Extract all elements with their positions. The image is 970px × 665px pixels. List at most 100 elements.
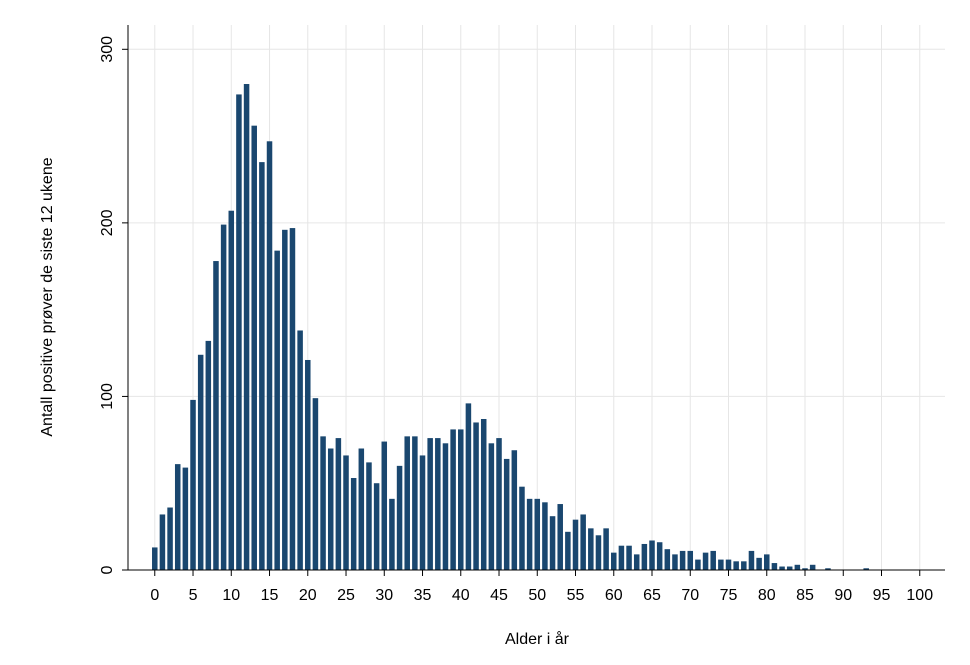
bar — [480, 418, 487, 570]
bar — [542, 502, 548, 570]
bar — [251, 125, 257, 570]
bar — [274, 250, 280, 570]
bar — [764, 554, 770, 570]
x-tick-label: 100 — [906, 587, 933, 604]
bar — [297, 330, 303, 570]
bar — [419, 455, 426, 570]
bar — [679, 550, 686, 570]
bar — [557, 504, 563, 570]
bar — [473, 422, 479, 570]
bar — [197, 354, 204, 570]
x-tick-label: 50 — [528, 587, 546, 604]
bar — [733, 561, 739, 570]
x-tick-label: 40 — [452, 587, 470, 604]
bar — [588, 528, 594, 570]
bar — [312, 398, 319, 570]
bar — [863, 568, 869, 570]
bar — [289, 228, 296, 570]
bar — [580, 514, 586, 570]
bar — [182, 467, 189, 570]
y-tick-label: 0 — [99, 565, 116, 574]
bar — [427, 438, 433, 570]
bar — [159, 514, 166, 570]
bar — [656, 542, 663, 570]
x-tick-label: 45 — [490, 587, 508, 604]
bar — [335, 438, 342, 570]
bar — [809, 564, 816, 570]
bar — [220, 224, 227, 570]
bar — [519, 486, 525, 570]
bar — [756, 557, 762, 570]
bar — [167, 507, 173, 570]
bar — [243, 84, 250, 570]
bar — [458, 429, 464, 570]
bar — [358, 448, 365, 570]
x-tick-label: 55 — [567, 587, 585, 604]
bar — [465, 403, 472, 570]
x-tick-label: 60 — [605, 587, 623, 604]
bar — [741, 561, 747, 570]
bar — [152, 547, 158, 570]
bar — [496, 438, 502, 570]
x-tick-label: 65 — [643, 587, 661, 604]
bar — [190, 399, 196, 570]
x-tick-label: 90 — [834, 587, 852, 604]
bar — [748, 550, 755, 570]
bar — [786, 566, 793, 570]
bar — [442, 443, 449, 570]
y-tick-label: 200 — [99, 209, 116, 236]
bar — [503, 458, 510, 570]
bar — [572, 519, 579, 570]
bar — [565, 531, 571, 570]
bar — [259, 162, 265, 570]
bar — [396, 465, 403, 570]
bar — [687, 550, 694, 570]
x-tick-label: 10 — [222, 587, 240, 604]
x-tick-label: 95 — [873, 587, 891, 604]
bar — [282, 229, 288, 571]
bar — [825, 568, 831, 570]
bar — [174, 464, 181, 570]
x-tick-label: 85 — [796, 587, 814, 604]
bar — [710, 550, 716, 570]
bar — [802, 568, 808, 570]
bar — [603, 528, 609, 570]
bar — [534, 498, 541, 570]
bar — [702, 552, 709, 570]
bar — [779, 566, 785, 570]
bar — [389, 498, 395, 570]
bar — [664, 549, 671, 570]
bar — [228, 210, 235, 571]
bar — [404, 436, 410, 570]
bar — [672, 554, 678, 570]
bar — [771, 563, 778, 570]
bar — [350, 478, 357, 570]
bar — [511, 450, 518, 570]
bar — [549, 516, 556, 570]
x-tick-label: 80 — [758, 587, 776, 604]
x-tick-label: 35 — [414, 587, 432, 604]
bar — [695, 559, 701, 570]
x-tick-label: 75 — [720, 587, 738, 604]
bar — [526, 498, 533, 570]
bar — [725, 559, 732, 570]
bar — [266, 141, 273, 571]
bar — [236, 94, 242, 570]
bar — [649, 540, 655, 570]
x-tick-label: 70 — [681, 587, 699, 604]
bar — [794, 564, 801, 570]
bar — [366, 462, 372, 570]
x-tick-label: 0 — [150, 587, 159, 604]
bar — [641, 543, 648, 570]
bar — [488, 443, 495, 570]
y-axis-label: Antall positive prøver de siste 12 ukene — [39, 157, 56, 436]
bar — [320, 436, 326, 570]
bar — [595, 535, 602, 570]
bar — [633, 554, 640, 570]
bar — [626, 545, 632, 570]
x-tick-label: 20 — [299, 587, 317, 604]
bar — [618, 545, 625, 570]
bar — [305, 359, 311, 570]
